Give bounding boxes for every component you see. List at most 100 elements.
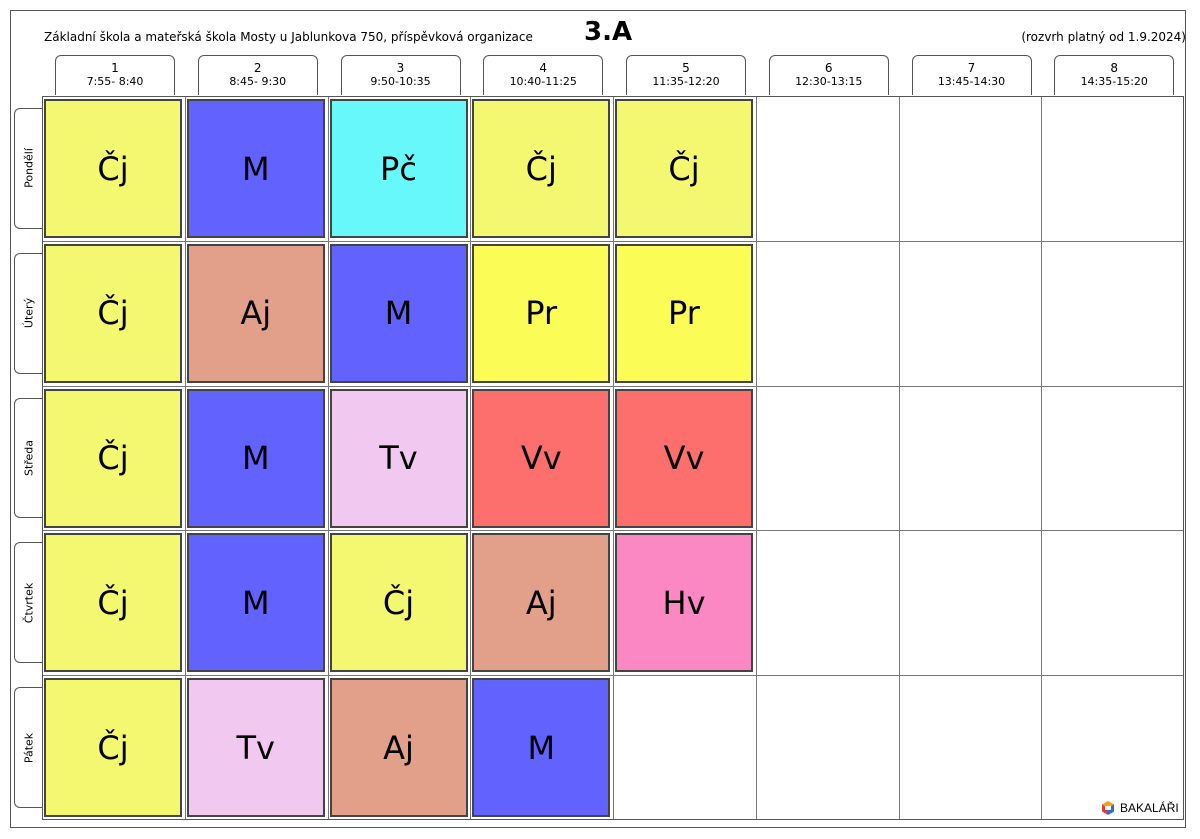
day-label-2: Úterý [14,252,42,374]
lesson-cell: M [328,242,469,384]
period-number: 3 [396,61,405,75]
lesson-subject: Čj [97,294,129,333]
lesson-cell: Pr [471,242,612,384]
grid-column-divider [755,97,757,819]
lesson-cell: Čj [614,98,754,239]
period-number: 7 [967,61,976,75]
lesson-subject: Hv [662,583,706,622]
period-header-2: 2 8:45- 9:30 [197,55,318,95]
lesson-subject: Čj [97,728,129,767]
day-name: Pátek [22,732,35,763]
lesson-subject: M [241,583,270,622]
lesson-cell: Pr [614,242,754,384]
lesson-cell: Aj [328,677,469,819]
grid-column-divider [1041,97,1043,819]
lesson-cell: Vv [614,387,754,529]
period-time: 8:45- 9:30 [229,75,287,88]
lesson-cell: Čj [43,387,183,529]
period-header-6: 6 12:30-13:15 [768,55,889,95]
lesson-subject: Tv [236,728,275,767]
lesson-subject: Tv [379,439,418,478]
lesson-cell: Čj [43,98,183,239]
grid-row-divider [43,240,1183,242]
bakalari-logo-icon [1102,801,1114,815]
period-time: 9:50-10:35 [370,75,431,88]
period-number: 6 [824,61,833,75]
lesson-subject: Čj [97,439,129,478]
day-label-4: Čtvrtek [14,542,42,664]
period-header-7: 7 13:45-14:30 [911,55,1032,95]
lesson-cell: M [471,677,612,819]
grid-column-divider [184,97,186,819]
lesson-subject: M [527,728,556,767]
grid-column-divider [470,97,472,819]
grid-column-divider [327,97,329,819]
grid-row-divider [43,385,1183,387]
lesson-cell: Vv [471,387,612,529]
lesson-subject: Čj [97,149,129,188]
period-header-8: 8 14:35-15:20 [1054,55,1175,95]
lesson-cell: Čj [43,677,183,819]
day-name: Středa [22,439,35,477]
day-name: Pondělí [22,148,35,189]
period-time: 11:35-12:20 [652,75,720,88]
lesson-subject: M [241,439,270,478]
period-header-3: 3 9:50-10:35 [340,55,461,95]
lesson-subject: Pr [668,294,700,333]
period-time: 12:30-13:15 [795,75,863,88]
lesson-cell: Čj [471,98,612,239]
school-name: Základní škola a mateřská škola Mosty u … [44,30,533,44]
period-time: 7:55- 8:40 [86,75,144,88]
lesson-subject: Čj [668,149,700,188]
grid-row-divider [43,675,1183,677]
lesson-cell: Čj [43,532,183,674]
period-time: 13:45-14:30 [937,75,1006,88]
lesson-subject: Aj [525,583,557,622]
lesson-cell: M [185,98,326,239]
grid-column-divider [613,97,614,819]
day-label-1: Pondělí [14,108,42,229]
validity-date: (rozvrh platný od 1.9.2024) [1021,30,1186,44]
period-number: 8 [1110,61,1119,75]
lesson-subject: Čj [525,149,557,188]
lesson-subject: Aj [240,294,272,333]
day-name: Čtvrtek [22,582,35,624]
lesson-subject: Pr [525,294,558,333]
lesson-cell: Tv [185,677,326,819]
lesson-cell: Pč [328,98,469,239]
period-time: 14:35-15:20 [1080,75,1148,88]
lesson-subject: Vv [663,439,705,478]
period-header-1: 1 7:55- 8:40 [55,55,175,95]
bakalari-logo-text: BAKALÁŘI [1120,801,1179,815]
lesson-subject: Čj [382,583,415,622]
grid-column-divider [898,97,900,819]
timetable-grid [42,96,1184,820]
period-number: 2 [253,61,262,75]
period-header-4: 4 10:40-11:25 [483,55,604,95]
day-label-5: Pátek [14,687,42,808]
bakalari-logo: BAKALÁŘI [1100,800,1179,816]
lesson-subject: Pč [380,149,417,188]
lesson-subject: M [384,294,413,333]
lesson-subject: Aj [383,728,414,767]
period-header-5: 5 11:35-12:20 [626,55,746,95]
day-name: Úterý [22,298,35,329]
lesson-cell: Tv [328,387,469,529]
class-name: 3.A [584,17,633,47]
lesson-cell: Čj [328,532,469,674]
lesson-cell: Hv [614,532,754,674]
lesson-cell: Aj [471,532,612,674]
period-number: 4 [539,61,548,75]
lesson-subject: M [241,149,270,188]
grid-row-divider [43,530,1183,532]
period-time: 10:40-11:25 [509,75,577,88]
day-label-3: Středa [14,397,42,519]
lesson-cell: Aj [185,242,326,384]
lesson-cell: Čj [43,242,183,384]
lesson-cell: M [185,532,326,674]
period-number: 1 [111,61,119,75]
lesson-subject: Vv [520,439,562,478]
lesson-cell: M [185,387,326,529]
period-number: 5 [682,61,690,75]
lesson-subject: Čj [97,583,129,622]
